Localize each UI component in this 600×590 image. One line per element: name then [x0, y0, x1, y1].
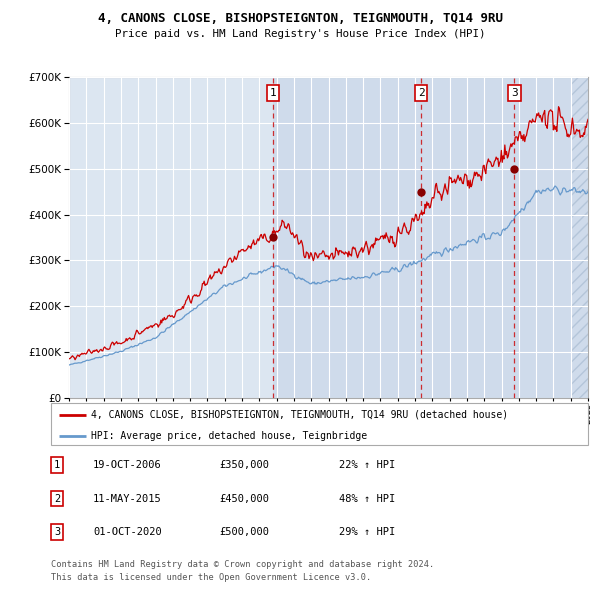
Text: £450,000: £450,000	[219, 494, 269, 503]
Text: 2: 2	[418, 88, 424, 98]
FancyBboxPatch shape	[51, 403, 588, 445]
Text: Price paid vs. HM Land Registry's House Price Index (HPI): Price paid vs. HM Land Registry's House …	[115, 30, 485, 39]
Text: 4, CANONS CLOSE, BISHOPSTEIGNTON, TEIGNMOUTH, TQ14 9RU: 4, CANONS CLOSE, BISHOPSTEIGNTON, TEIGNM…	[97, 12, 503, 25]
Text: 01-OCT-2020: 01-OCT-2020	[93, 527, 162, 537]
Text: Contains HM Land Registry data © Crown copyright and database right 2024.
This d: Contains HM Land Registry data © Crown c…	[51, 560, 434, 582]
Text: 1: 1	[270, 88, 277, 98]
Text: 48% ↑ HPI: 48% ↑ HPI	[339, 494, 395, 503]
Text: £350,000: £350,000	[219, 460, 269, 470]
Text: £500,000: £500,000	[219, 527, 269, 537]
Text: 4, CANONS CLOSE, BISHOPSTEIGNTON, TEIGNMOUTH, TQ14 9RU (detached house): 4, CANONS CLOSE, BISHOPSTEIGNTON, TEIGNM…	[91, 410, 508, 420]
Text: 1: 1	[54, 460, 60, 470]
Text: 2: 2	[54, 494, 60, 503]
Text: 29% ↑ HPI: 29% ↑ HPI	[339, 527, 395, 537]
Text: HPI: Average price, detached house, Teignbridge: HPI: Average price, detached house, Teig…	[91, 431, 367, 441]
Text: 3: 3	[54, 527, 60, 537]
Text: 19-OCT-2006: 19-OCT-2006	[93, 460, 162, 470]
Text: 22% ↑ HPI: 22% ↑ HPI	[339, 460, 395, 470]
Bar	[273, 77, 588, 398]
Text: 3: 3	[511, 88, 518, 98]
Text: 11-MAY-2015: 11-MAY-2015	[93, 494, 162, 503]
